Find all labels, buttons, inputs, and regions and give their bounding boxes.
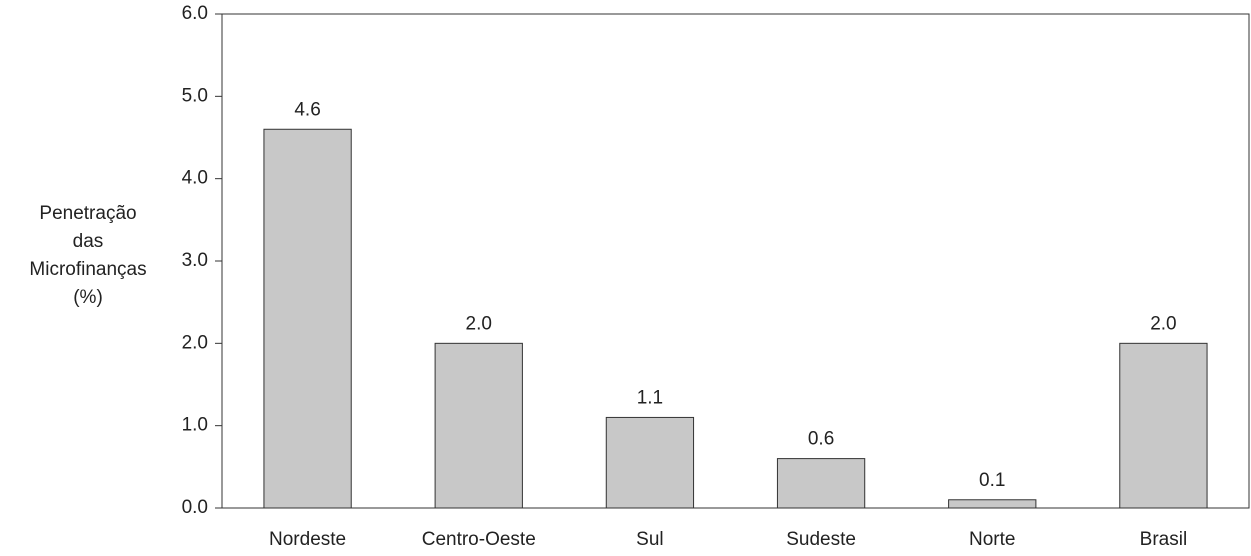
plot-frame	[221, 13, 1250, 509]
value-label: 2.0	[1150, 313, 1176, 334]
y-axis-label: Penetração	[39, 203, 136, 224]
value-label: 0.6	[808, 429, 834, 450]
bar	[434, 342, 523, 509]
x-tick-label: Norte	[969, 529, 1015, 550]
x-tick-label: Brasil	[1140, 529, 1188, 550]
x-tick-label: Sudeste	[786, 529, 856, 550]
bar	[263, 128, 352, 509]
bar	[605, 416, 695, 509]
y-axis-label: Microfinanças	[29, 259, 146, 280]
y-tick-label: 6.0	[182, 3, 208, 24]
y-axis-label: (%)	[73, 287, 103, 308]
y-tick-label: 5.0	[182, 85, 208, 106]
y-tick-label: 2.0	[182, 332, 208, 353]
value-label: 1.1	[637, 387, 663, 408]
x-tick-label: Sul	[636, 529, 663, 550]
value-label: 4.6	[294, 99, 320, 120]
y-tick-label: 4.0	[182, 168, 208, 189]
value-label: 2.0	[466, 313, 492, 334]
x-tick-label: Nordeste	[269, 529, 346, 550]
bar	[948, 499, 1037, 509]
value-label: 0.1	[979, 470, 1005, 491]
bar	[776, 458, 866, 509]
y-axis-label: das	[73, 231, 104, 252]
y-tick-label: 0.0	[182, 497, 208, 518]
y-tick-label: 1.0	[182, 415, 208, 436]
bar	[1119, 342, 1208, 509]
y-tick-label: 3.0	[182, 250, 208, 271]
x-tick-label: Centro-Oeste	[422, 529, 536, 550]
